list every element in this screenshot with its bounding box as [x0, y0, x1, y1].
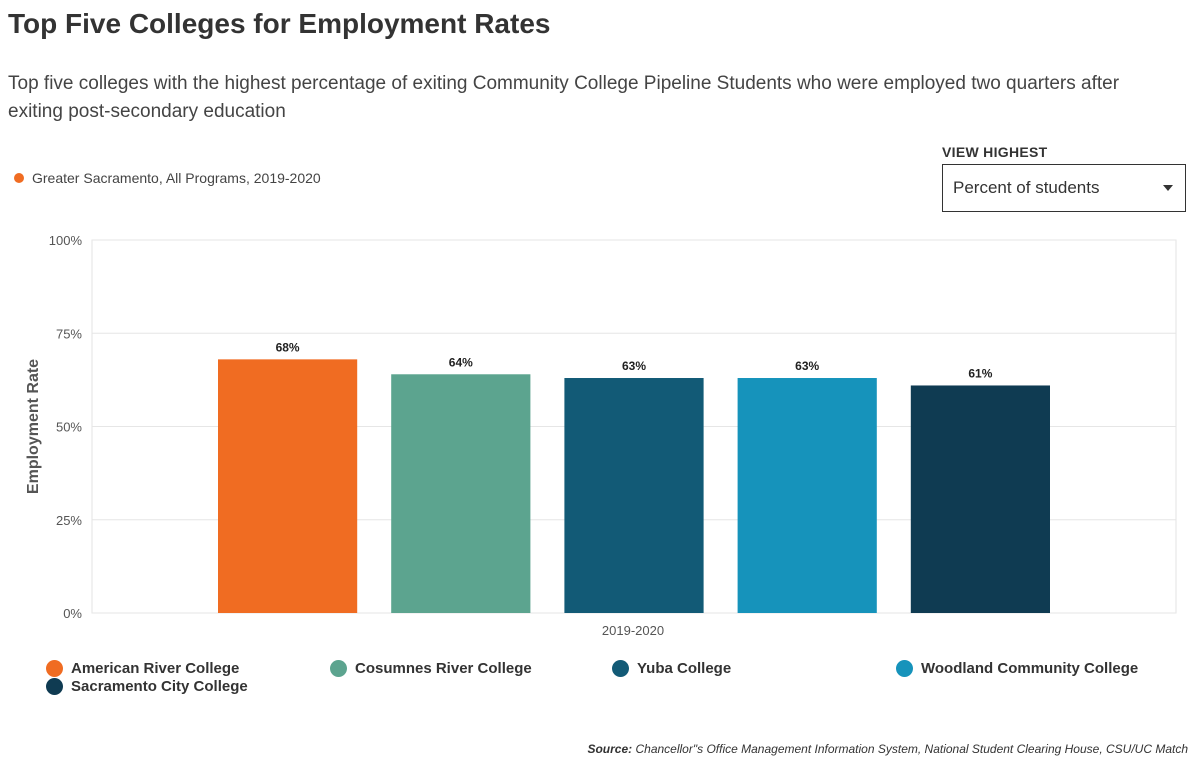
filter-legend: Greater Sacramento, All Programs, 2019-2… — [14, 170, 321, 186]
data-label: 63% — [795, 359, 819, 373]
bar — [391, 374, 531, 613]
data-label: 64% — [449, 355, 473, 369]
data-label: 61% — [968, 366, 992, 380]
source-label: Source: — [587, 742, 633, 756]
legend-item[interactable]: Woodland Community College — [896, 660, 1138, 677]
view-highest-select-value: Percent of students — [953, 178, 1100, 197]
data-label: 68% — [276, 340, 300, 354]
page-title: Top Five Colleges for Employment Rates — [8, 8, 551, 39]
filter-legend-dot-icon — [14, 173, 24, 183]
y-axis-label: Employment Rate — [25, 359, 42, 494]
source-note: Source: Chancellor"s Office Management I… — [587, 742, 1188, 756]
bar — [910, 385, 1050, 613]
y-tick-label: 75% — [56, 326, 82, 341]
y-tick-label: 0% — [63, 606, 82, 621]
view-highest-label: VIEW HIGHEST — [942, 144, 1048, 160]
legend-label: Sacramento City College — [71, 678, 248, 695]
view-highest-select[interactable]: Percent of students — [942, 164, 1186, 212]
legend-item[interactable]: Cosumnes River College — [330, 660, 532, 677]
chart-legend: American River College Cosumnes River Col… — [0, 656, 1200, 700]
legend-label: Cosumnes River College — [355, 660, 532, 677]
legend-label: Yuba College — [637, 660, 732, 677]
filter-legend-label: Greater Sacramento, All Programs, 2019-2… — [32, 170, 321, 186]
legend-dot-icon — [46, 660, 63, 677]
x-tick-label: 2019-2020 — [602, 623, 664, 638]
data-label: 63% — [622, 359, 646, 373]
y-tick-label: 100% — [49, 233, 83, 248]
legend-item[interactable]: Sacramento City College — [46, 678, 248, 695]
y-tick-label: 25% — [56, 513, 82, 528]
legend-label: Woodland Community College — [921, 660, 1139, 677]
page-subtitle: Top five colleges with the highest perce… — [8, 73, 1120, 122]
chevron-down-icon — [1163, 185, 1173, 191]
legend-dot-icon — [896, 660, 913, 677]
legend-item[interactable]: Yuba College — [612, 660, 731, 677]
bar — [564, 378, 704, 613]
bar — [218, 359, 358, 613]
legend-dot-icon — [330, 660, 347, 677]
source-text: Chancellor"s Office Management Informati… — [632, 742, 1188, 756]
legend-dot-icon — [46, 678, 63, 695]
y-tick-label: 50% — [56, 420, 82, 435]
bar — [737, 378, 877, 613]
legend-item[interactable]: American River College — [46, 660, 239, 677]
legend-dot-icon — [612, 660, 629, 677]
employment-rate-chart: 0% 25% 50% 75% 100% Employment Rate 68% 64% 63% 6… — [25, 233, 1177, 638]
legend-label: American River College — [71, 660, 240, 677]
